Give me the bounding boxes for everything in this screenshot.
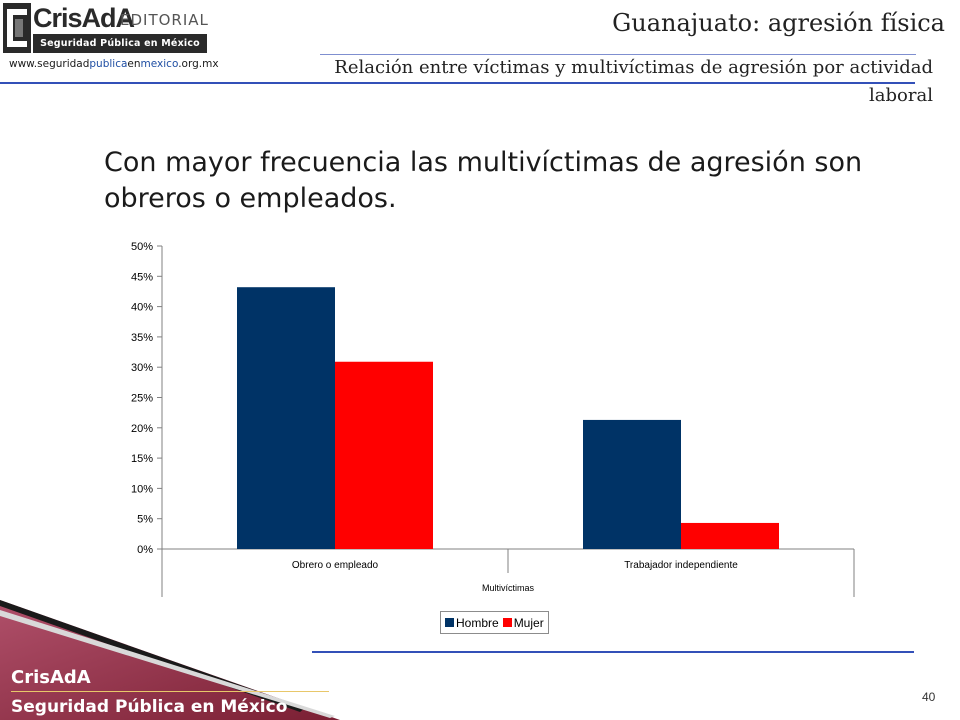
slide-title: Guanajuato: agresión física	[612, 9, 945, 37]
website-url[interactable]: www.seguridadpublicaenmexico.org.mx	[9, 58, 219, 70]
header-divider	[0, 82, 915, 84]
legend-item-hombre: Hombre	[445, 616, 499, 630]
footer-brand: CrisAdA	[11, 667, 91, 688]
y-tick-label: 5%	[137, 514, 153, 526]
slide-subtitle: Relación entre víctimas y multivíctimas …	[334, 57, 933, 106]
legend-item-mujer: Mujer	[502, 615, 544, 630]
footer-tagline: Seguridad Pública en México	[11, 697, 288, 717]
bar-mujer-1	[335, 361, 433, 549]
logo-tagline: Seguridad Pública en México	[33, 34, 207, 53]
bar-mujer-2	[681, 522, 779, 549]
legend-swatch	[502, 618, 512, 627]
legend-label: Hombre	[456, 615, 499, 630]
y-tick-label: 30%	[131, 362, 153, 374]
chart-legend: Hombre Mujer	[440, 611, 549, 634]
x-category-label: Trabajador independiente	[624, 560, 738, 571]
bar-chart: 0% 5% 10% 15% 20% 25% 30% 35% 40% 45% 50% Obrero o …	[131, 241, 855, 597]
crisada-logo: CrisAdA EDITORIAL Seguridad Pública en M…	[3, 3, 209, 56]
url-part-5: .org.mx	[178, 58, 219, 70]
bar-hombre-1	[237, 287, 335, 549]
x-group-label: Multivíctimas	[482, 583, 535, 593]
y-tick-label: 45%	[131, 271, 153, 283]
logo-suffix: EDITORIAL	[120, 11, 209, 29]
x-category-label: Obrero o empleado	[292, 560, 379, 571]
y-tick-label: 15%	[131, 453, 153, 465]
url-part-2: publica	[89, 58, 128, 70]
header-divider-thin	[320, 54, 916, 55]
url-part-3: en	[127, 58, 141, 70]
logo-name: CrisAdA	[33, 3, 135, 33]
legend-label: Mujer	[513, 615, 544, 630]
lead-statement: Con mayor frecuencia las multivíctimas d…	[104, 147, 863, 214]
bar-hombre-2	[583, 419, 681, 549]
y-tick-label: 0%	[137, 544, 153, 556]
url-part-1: www.seguridad	[9, 58, 90, 70]
y-tick-label: 10%	[131, 483, 153, 495]
y-tick-label: 35%	[131, 332, 153, 344]
y-tick-label: 40%	[131, 302, 153, 314]
legend-swatch	[445, 618, 454, 627]
footer-divider	[312, 651, 914, 653]
footer-gold-line	[11, 691, 329, 692]
url-part-4: mexico	[140, 58, 179, 70]
logo-mark-icon	[3, 3, 31, 53]
y-tick-label: 50%	[131, 241, 153, 253]
y-tick-label: 25%	[131, 393, 153, 405]
page-number: 40	[922, 690, 936, 704]
y-tick-label: 20%	[131, 423, 153, 435]
footer-swoosh-graphic	[0, 600, 340, 720]
